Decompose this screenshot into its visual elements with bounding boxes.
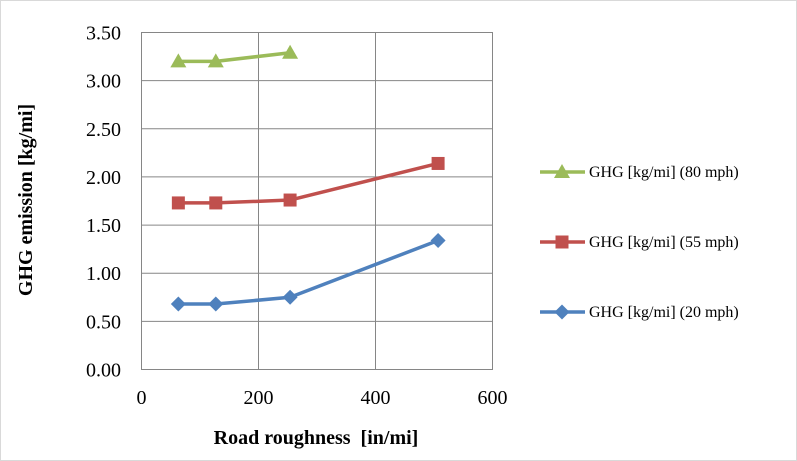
- y-tick-label: 3.50: [86, 23, 121, 45]
- legend-item: GHG [kg/mi] (20 mph): [540, 304, 739, 321]
- series-2: [170, 232, 446, 312]
- series-1: [171, 156, 445, 210]
- y-tick-label: 0.50: [86, 311, 121, 333]
- data-point: [171, 196, 185, 210]
- y-tick-label: 0.00: [86, 360, 121, 382]
- legend-swatch-marker: [554, 164, 570, 178]
- y-axis-title: GHG emission [kg/mi]: [15, 104, 37, 296]
- legend-swatch-marker: [554, 304, 570, 320]
- series-0: [170, 44, 299, 68]
- data-point: [170, 296, 186, 312]
- data-point: [170, 53, 187, 68]
- data-point: [431, 156, 445, 170]
- data-point: [430, 232, 446, 248]
- legend-label: GHG [kg/mi] (55 mph): [589, 234, 739, 251]
- legend-item: GHG [kg/mi] (80 mph): [540, 164, 739, 181]
- data-point: [282, 289, 298, 305]
- y-tick-label: 2.00: [86, 167, 121, 189]
- legend: GHG [kg/mi] (80 mph) GHG [kg/mi] (55 mph)…: [540, 164, 739, 321]
- data-point: [283, 193, 297, 207]
- x-tick-label: 600: [478, 387, 508, 409]
- legend-swatch-marker: [555, 235, 569, 249]
- y-tick-label: 2.50: [86, 119, 121, 141]
- y-tick-label: 1.50: [86, 215, 121, 237]
- series-group: [170, 44, 446, 312]
- data-point: [282, 44, 299, 59]
- plot-area: [141, 32, 493, 370]
- x-axis-title: Road roughness [in/mi]: [214, 427, 419, 449]
- x-tick-label: 0: [137, 387, 147, 409]
- x-tick-label: 400: [361, 387, 391, 409]
- y-tick-label: 3.00: [86, 71, 121, 93]
- x-tick-label: 200: [244, 387, 274, 409]
- legend-label: GHG [kg/mi] (80 mph): [589, 164, 739, 181]
- series-line: [178, 161, 439, 205]
- legend-item: GHG [kg/mi] (55 mph): [540, 234, 739, 251]
- data-point: [208, 296, 224, 312]
- data-point: [207, 53, 224, 68]
- y-tick-label: 1.00: [86, 263, 121, 285]
- data-point: [209, 196, 223, 210]
- series-line: [178, 238, 439, 306]
- tick-labels: 0.00 0.50 1.00 1.50 2.00 2.50 3.00 3.50 0 200 400 6…: [86, 23, 508, 410]
- legend-label: GHG [kg/mi] (20 mph): [589, 304, 739, 321]
